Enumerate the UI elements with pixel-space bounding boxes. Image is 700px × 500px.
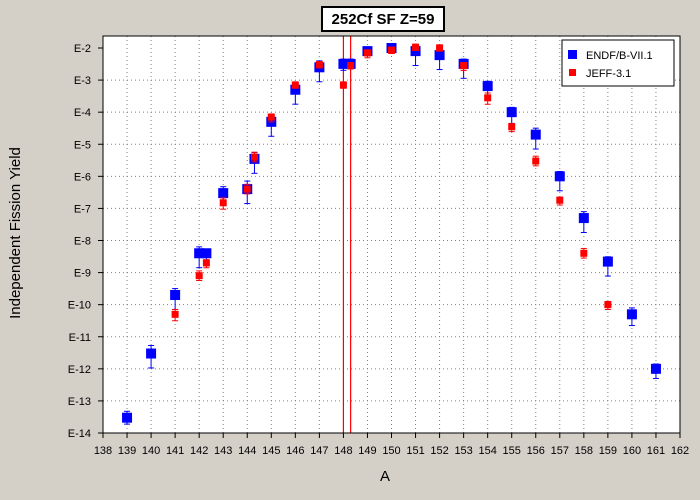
y-axis-ticks: E-2 E-3 E-4 E-5 E-6 E-7 E-8 E-9 E-10 E-11 E-12 E-13… bbox=[68, 43, 103, 440]
x-tick-label: 142 bbox=[190, 445, 208, 457]
x-axis-ticks: 138 139 140 141 142 143 144 145 146 147 148 149 150 1… bbox=[94, 433, 689, 457]
data-point bbox=[363, 49, 371, 57]
data-point bbox=[315, 61, 323, 69]
legend-marker-endf bbox=[568, 50, 577, 59]
legend: ENDF/B-VII.1 JEFF-3.1 bbox=[561, 39, 675, 87]
x-tick-label: 145 bbox=[262, 445, 280, 457]
data-point bbox=[347, 62, 355, 70]
data-point bbox=[122, 412, 133, 423]
x-tick-label: 161 bbox=[647, 445, 665, 457]
x-tick-label: 162 bbox=[671, 445, 689, 457]
x-tick-label: 160 bbox=[623, 445, 641, 457]
data-point bbox=[243, 185, 251, 193]
y-tick-label: E-9 bbox=[74, 268, 91, 280]
data-point bbox=[412, 43, 420, 51]
data-point bbox=[484, 94, 492, 102]
data-point bbox=[436, 44, 444, 52]
x-tick-label: 139 bbox=[118, 445, 136, 457]
y-tick-label: E-5 bbox=[74, 139, 91, 151]
x-tick-label: 138 bbox=[94, 445, 112, 457]
data-point bbox=[291, 81, 299, 89]
x-tick-label: 141 bbox=[166, 445, 184, 457]
x-tick-label: 158 bbox=[575, 445, 593, 457]
data-point bbox=[556, 196, 564, 204]
reference-lines bbox=[342, 36, 352, 433]
series-jeff bbox=[171, 43, 612, 322]
x-axis-title: A bbox=[380, 468, 390, 485]
data-point bbox=[578, 213, 589, 224]
data-point bbox=[410, 46, 421, 57]
title-box bbox=[321, 6, 445, 32]
data-point bbox=[201, 248, 212, 259]
data-point bbox=[290, 84, 301, 95]
y-tick-label: E-6 bbox=[74, 171, 91, 183]
data-point bbox=[195, 272, 203, 280]
x-tick-label: 154 bbox=[478, 445, 496, 457]
data-point bbox=[602, 256, 613, 267]
data-point bbox=[460, 62, 468, 70]
x-tick-label: 155 bbox=[503, 445, 521, 457]
y-tick-label: E-8 bbox=[74, 236, 91, 248]
data-point bbox=[250, 153, 258, 161]
legend-marker-jeff bbox=[569, 69, 576, 76]
data-point bbox=[508, 123, 516, 131]
data-point bbox=[388, 46, 395, 54]
x-tick-label: 143 bbox=[214, 445, 232, 457]
data-point bbox=[170, 290, 181, 301]
data-point bbox=[338, 58, 349, 69]
x-tick-label: 149 bbox=[358, 445, 376, 457]
legend-label-endf: ENDF/B-VII.1 bbox=[586, 50, 653, 62]
data-point bbox=[434, 50, 445, 61]
x-tick-label: 150 bbox=[382, 445, 400, 457]
chart-title: 252Cf SF Z=59 bbox=[332, 11, 435, 28]
y-tick-label: E-10 bbox=[68, 300, 91, 312]
data-point bbox=[482, 81, 493, 92]
x-tick-label: 148 bbox=[334, 445, 352, 457]
y-tick-label: E-4 bbox=[74, 107, 91, 119]
data-point bbox=[554, 171, 565, 182]
x-tick-label: 152 bbox=[430, 445, 448, 457]
y-tick-label: E-14 bbox=[68, 428, 91, 440]
data-point bbox=[532, 157, 540, 165]
x-tick-label: 146 bbox=[286, 445, 304, 457]
data-point bbox=[530, 129, 541, 140]
x-tick-label: 153 bbox=[454, 445, 472, 457]
plot-area bbox=[103, 36, 680, 433]
data-point bbox=[202, 259, 210, 267]
data-point bbox=[580, 249, 588, 257]
y-tick-label: E-2 bbox=[74, 43, 91, 55]
x-tick-label: 147 bbox=[310, 445, 328, 457]
data-point bbox=[146, 348, 157, 359]
x-tick-label: 140 bbox=[142, 445, 160, 457]
series-layer bbox=[122, 43, 661, 425]
data-point bbox=[194, 248, 205, 259]
y-tick-label: E-7 bbox=[74, 203, 91, 215]
x-tick-label: 159 bbox=[599, 445, 617, 457]
data-point bbox=[626, 309, 637, 320]
data-point bbox=[219, 199, 227, 207]
y-tick-label: E-13 bbox=[68, 396, 91, 408]
data-point bbox=[218, 188, 229, 199]
data-point bbox=[171, 310, 179, 318]
y-tick-label: E-12 bbox=[68, 364, 91, 376]
x-tick-label: 151 bbox=[406, 445, 424, 457]
data-point bbox=[339, 81, 347, 89]
y-axis-title: Independent Fission Yield bbox=[7, 147, 24, 319]
x-tick-label: 156 bbox=[527, 445, 545, 457]
data-point bbox=[650, 363, 661, 374]
x-tick-label: 144 bbox=[238, 445, 256, 457]
data-point bbox=[604, 301, 612, 309]
y-tick-label: E-3 bbox=[74, 75, 91, 87]
data-point bbox=[267, 113, 275, 121]
legend-box bbox=[561, 39, 675, 87]
x-tick-label: 157 bbox=[551, 445, 569, 457]
y-tick-label: E-11 bbox=[69, 332, 91, 344]
data-point bbox=[506, 107, 517, 118]
legend-label-jeff: JEFF-3.1 bbox=[586, 68, 631, 80]
